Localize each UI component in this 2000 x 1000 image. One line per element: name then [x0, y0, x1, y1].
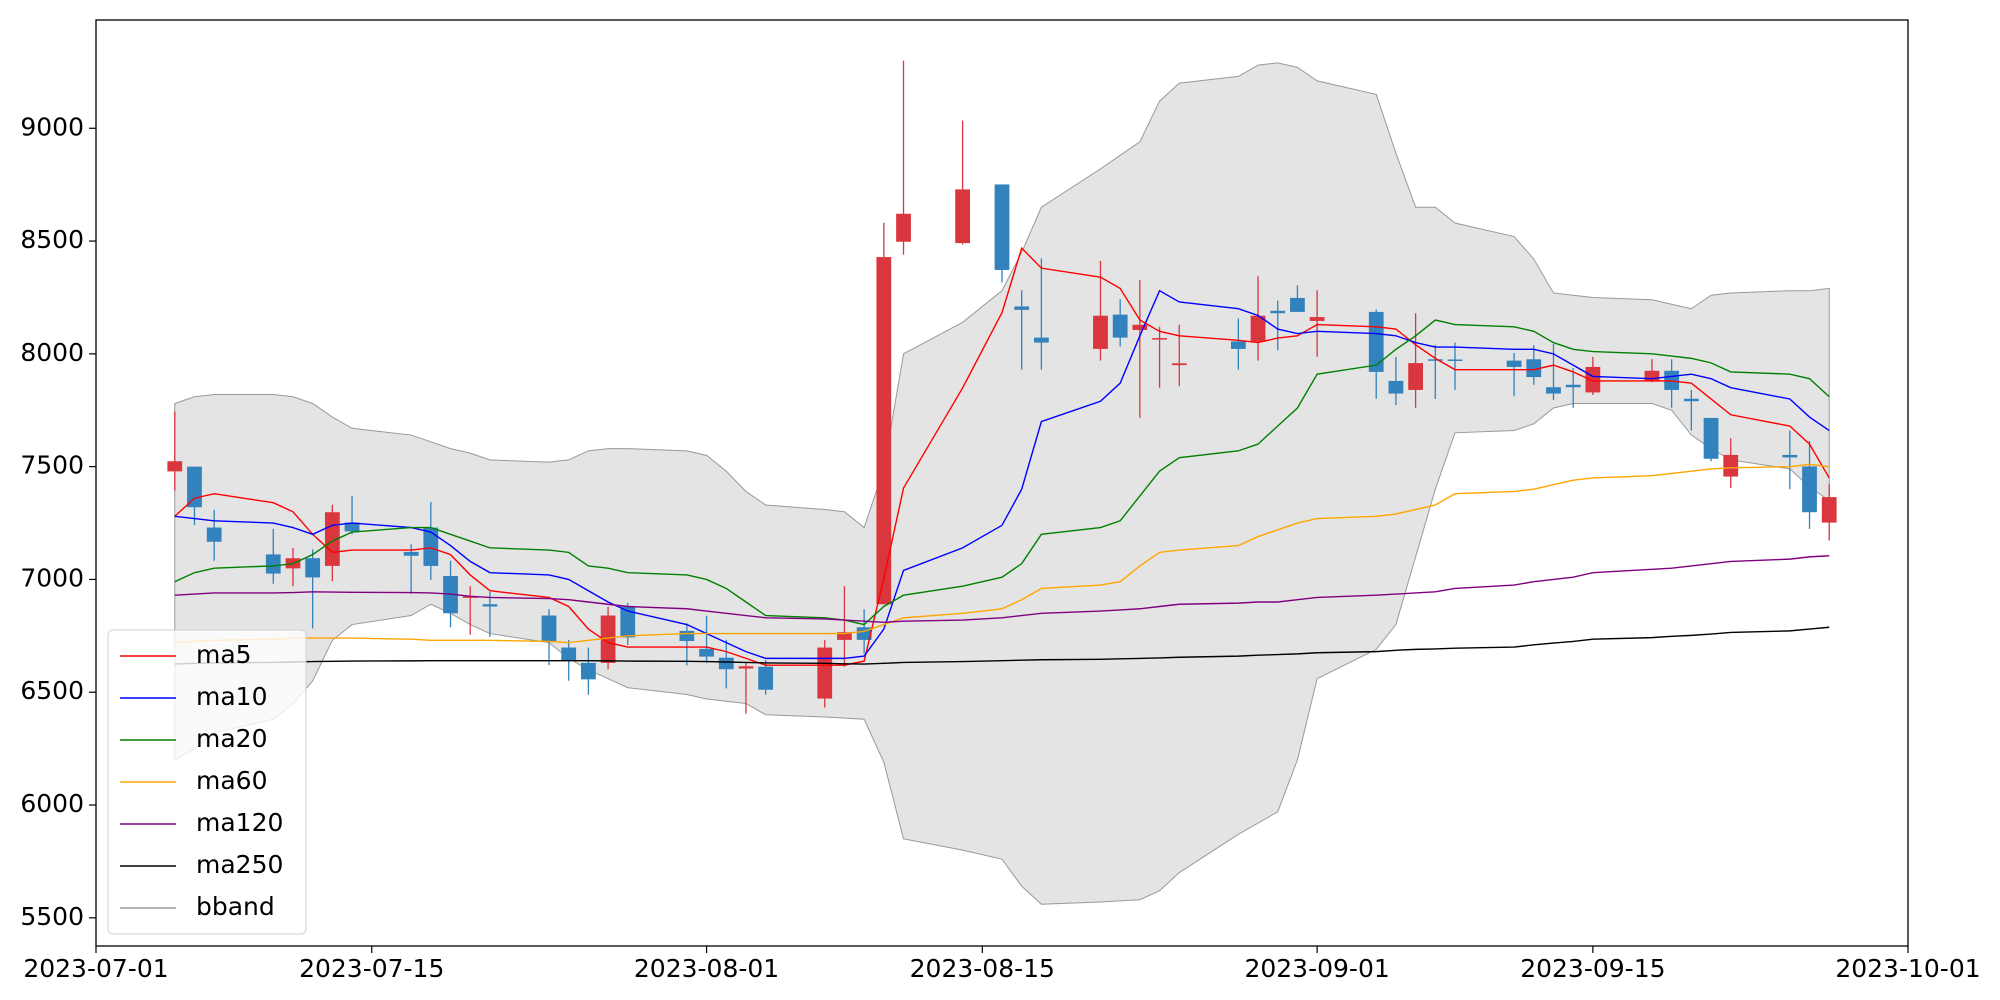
candle-body — [738, 666, 754, 669]
candle-body — [462, 596, 478, 598]
plot-frame — [95, 19, 1909, 947]
legend-label: ma120 — [196, 808, 283, 837]
candle-body — [403, 551, 419, 556]
candle-body — [1585, 366, 1601, 393]
y-tick-label: 9000 — [20, 112, 84, 141]
candle-body — [1782, 454, 1798, 458]
candle-body — [679, 630, 695, 642]
candle-body — [581, 662, 596, 680]
ma-line — [174, 463, 1830, 644]
x-tick-label: 2023-10-01 — [1835, 954, 1980, 983]
candle-body — [1034, 337, 1049, 343]
candle-body — [955, 189, 970, 244]
candle-body — [1683, 398, 1699, 402]
candle-body — [876, 257, 892, 605]
ma-line — [174, 289, 1830, 660]
candle-body — [305, 558, 321, 578]
candle-body — [1546, 387, 1561, 394]
candle-body — [1526, 359, 1542, 378]
candle-body — [1132, 324, 1148, 330]
candle-body — [1447, 359, 1463, 361]
candle-body — [718, 657, 734, 670]
candle-body — [1230, 341, 1246, 349]
candle-body — [1821, 497, 1837, 523]
y-tick-label: 8500 — [20, 225, 84, 254]
legend-label: ma60 — [196, 766, 267, 795]
candle-body — [1723, 454, 1739, 477]
candle-body — [206, 527, 222, 542]
candle-body — [1703, 417, 1719, 459]
y-tick-label: 8000 — [20, 338, 84, 367]
candle-body — [423, 527, 439, 566]
candle-body — [1290, 297, 1305, 312]
candle-body — [1644, 370, 1660, 381]
ma-line — [174, 246, 1830, 666]
candle-body — [344, 522, 360, 532]
candle-body — [1388, 380, 1404, 394]
candle-body — [1506, 360, 1522, 367]
y-tick-label: 5500 — [20, 902, 84, 931]
candle-body — [1250, 315, 1266, 342]
ma-line — [174, 626, 1830, 665]
candle-body — [1152, 338, 1167, 340]
candle-body — [561, 647, 577, 661]
x-tick-label: 2023-09-01 — [1244, 954, 1389, 983]
candle-body — [600, 615, 616, 663]
ma-line — [174, 555, 1830, 623]
candle-body — [265, 554, 281, 574]
ma-line — [174, 319, 1830, 626]
y-tick-label: 7500 — [20, 451, 84, 480]
x-tick-label: 2023-09-15 — [1520, 954, 1665, 983]
candle-body — [837, 632, 852, 640]
y-tick-label: 7000 — [20, 563, 84, 592]
candle-body — [541, 615, 557, 642]
legend-label: ma5 — [196, 640, 252, 669]
x-tick-label: 2023-08-01 — [634, 954, 779, 983]
candle-body — [896, 213, 911, 242]
candle-body — [758, 666, 774, 690]
candle-body — [1309, 317, 1325, 321]
candle-body — [620, 606, 636, 638]
candle-body — [1368, 311, 1384, 372]
candle-body — [994, 184, 1010, 270]
candle-body — [1270, 310, 1286, 314]
candle-body — [1171, 363, 1187, 366]
candle-body — [699, 648, 714, 657]
legend-label: ma10 — [196, 682, 267, 711]
candle-body — [1014, 306, 1030, 310]
candle-body — [482, 604, 498, 607]
candle-body — [1112, 314, 1128, 338]
candle-body — [1802, 466, 1817, 513]
legend-label: ma250 — [196, 850, 283, 879]
candle-body — [817, 647, 833, 699]
candle-body — [1408, 363, 1423, 390]
legend: ma5 ma10 ma20 ma60 ma120 ma250 bband — [107, 629, 307, 935]
y-tick-label: 6500 — [20, 676, 84, 705]
candle-body — [1427, 359, 1443, 361]
x-tick-label: 2023-07-15 — [299, 954, 444, 983]
candle-body — [1565, 384, 1581, 388]
x-tick-label: 2023-08-15 — [910, 954, 1055, 983]
candle-body — [187, 466, 202, 508]
candle-body — [167, 461, 183, 472]
candle-body — [1093, 315, 1108, 349]
y-tick-label: 6000 — [20, 789, 84, 818]
x-tick-label: 2023-07-01 — [23, 954, 168, 983]
legend-label: bband — [196, 892, 275, 921]
legend-label: ma20 — [196, 724, 267, 753]
legend-box — [107, 629, 307, 935]
